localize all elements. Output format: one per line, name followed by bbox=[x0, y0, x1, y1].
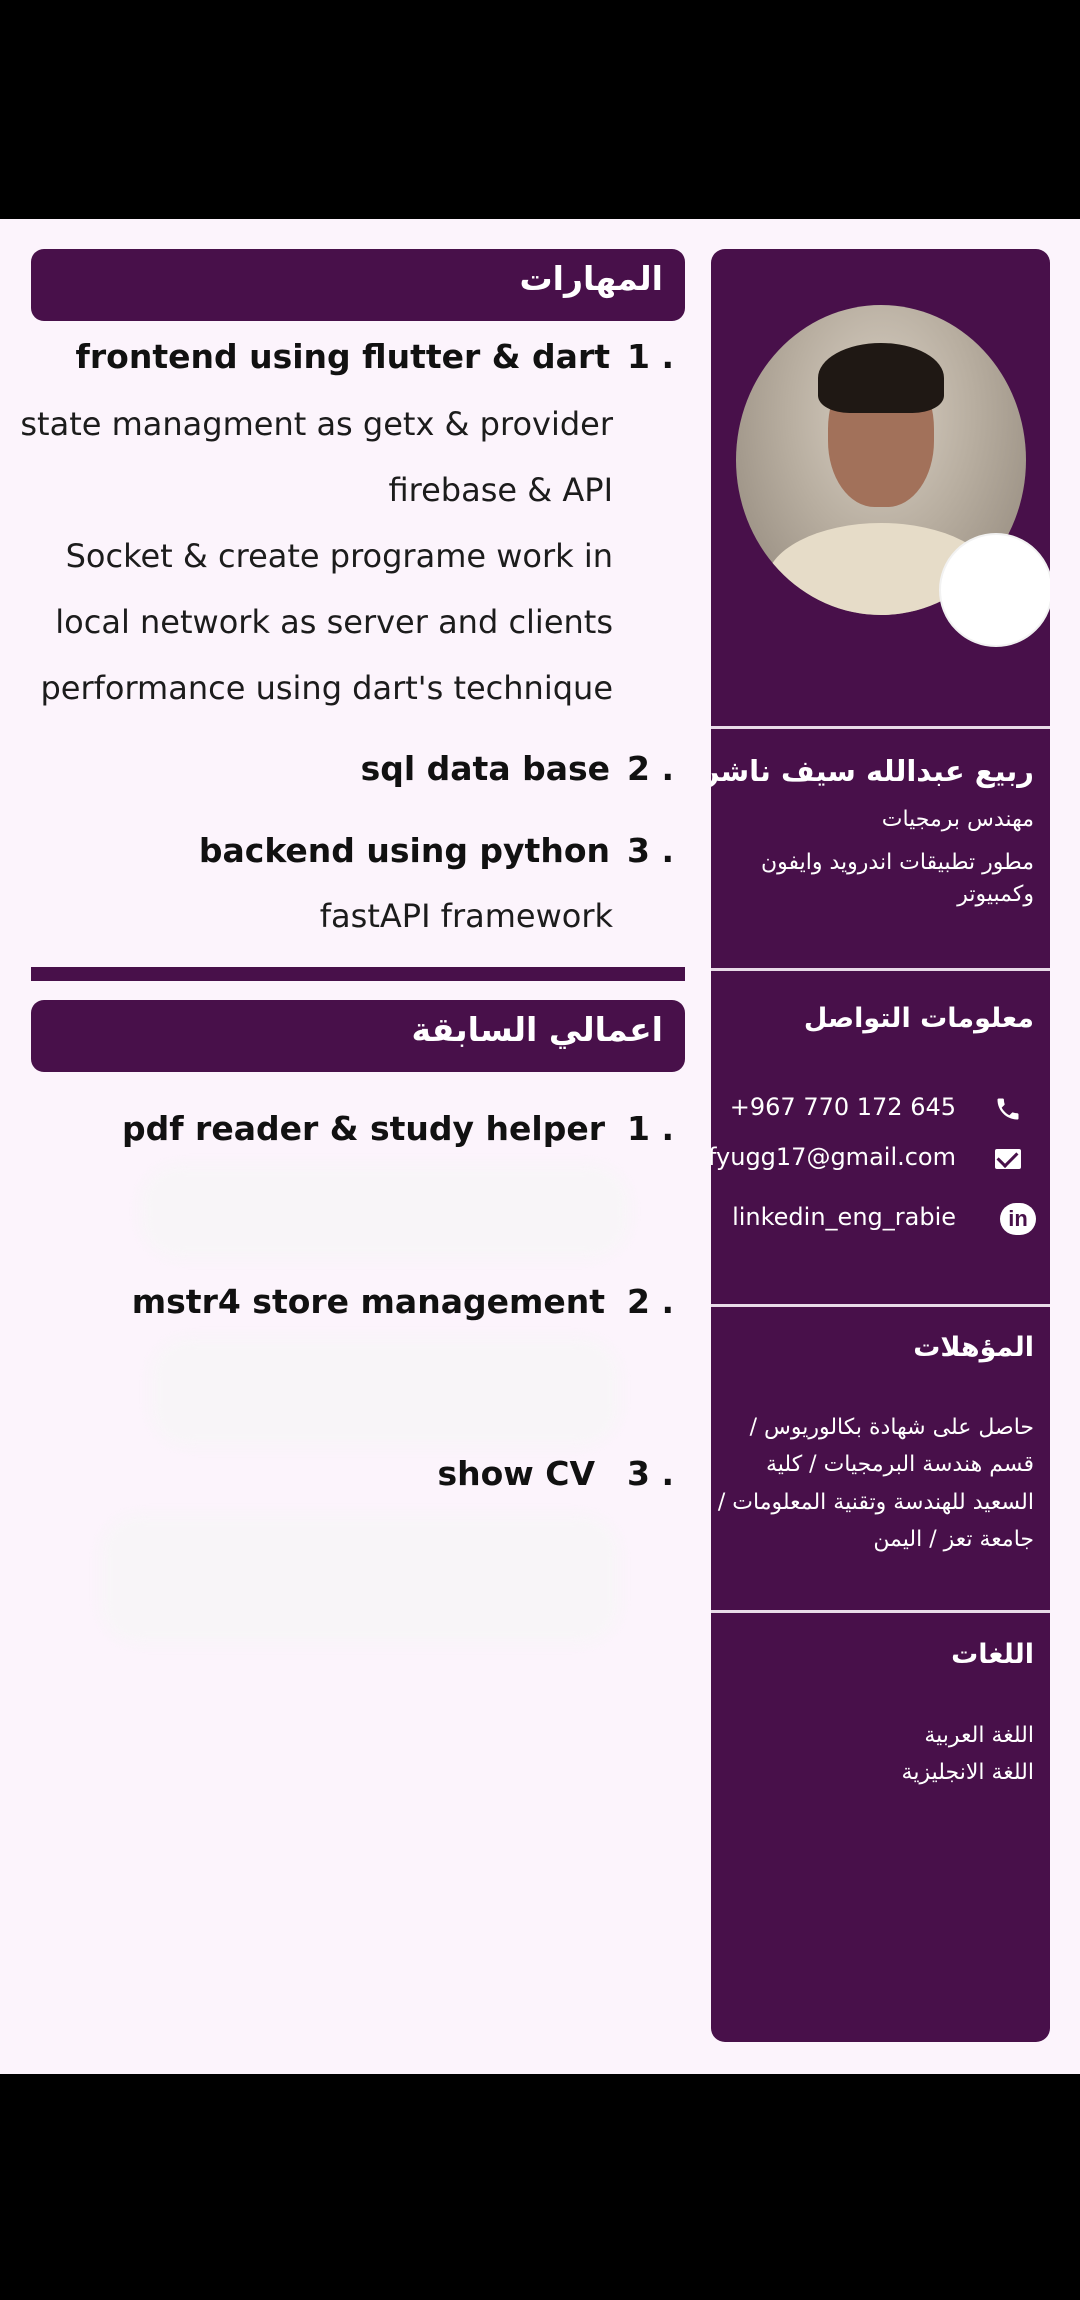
profile-title: مهندس برمجيات bbox=[881, 807, 1034, 832]
profile-sidebar: ربيع عبدالله سيف ناشر مهندس برمجيات مطور… bbox=[711, 249, 1050, 2042]
skill-detail: performance using dart's technique bbox=[40, 669, 613, 707]
skill-detail: fastAPI framework bbox=[319, 897, 613, 935]
sidebar-divider bbox=[711, 1304, 1050, 1307]
phone-icon bbox=[990, 1091, 1026, 1127]
linkedin-row[interactable]: linkedin_eng_rabie in bbox=[720, 1199, 1040, 1239]
linkedin-icon: in bbox=[1000, 1201, 1036, 1237]
sidebar-divider bbox=[711, 968, 1050, 971]
email-row[interactable]: fyugg17@gmail.com bbox=[711, 1139, 1040, 1179]
sidebar-divider bbox=[711, 1610, 1050, 1613]
project-number: 1 . bbox=[627, 1109, 674, 1148]
skill-title: backend using python bbox=[198, 831, 610, 870]
languages-list: اللغة العربية اللغة الانجليزية bbox=[714, 1717, 1034, 1792]
skill-number: 1 . bbox=[627, 337, 674, 376]
projects-header: اعمالي السابقة bbox=[31, 1000, 685, 1072]
skill-detail: firebase & API bbox=[388, 471, 614, 509]
project-preview-image[interactable] bbox=[140, 1164, 630, 1259]
email-text: fyugg17@gmail.com bbox=[711, 1143, 956, 1171]
profile-name: ربيع عبدالله سيف ناشر bbox=[711, 754, 1034, 788]
project-title[interactable]: mstr4 store management bbox=[131, 1282, 605, 1321]
skill-detail: local network as server and clients bbox=[55, 603, 613, 641]
skills-header: المهارات bbox=[31, 249, 685, 321]
project-number: 3 . bbox=[627, 1454, 674, 1493]
project-preview-image[interactable] bbox=[150, 1337, 620, 1447]
profile-description: مطور تطبيقات اندرويد وايفون وكمبيوتر bbox=[760, 850, 1034, 907]
skill-title: sql data base bbox=[360, 749, 610, 788]
qualifications-heading: المؤهلات bbox=[913, 1332, 1034, 1363]
skills-heading: المهارات bbox=[519, 259, 663, 298]
mail-icon bbox=[990, 1141, 1026, 1177]
phone-row[interactable]: +967 770 172 645 bbox=[720, 1089, 1040, 1129]
languages-heading: اللغات bbox=[951, 1639, 1034, 1670]
photo-edit-badge[interactable] bbox=[939, 533, 1050, 647]
cv-page: ربيع عبدالله سيف ناشر مهندس برمجيات مطور… bbox=[0, 219, 1080, 2074]
skill-number: 3 . bbox=[627, 831, 674, 870]
project-title[interactable]: show CV bbox=[437, 1454, 595, 1493]
project-number: 2 . bbox=[627, 1282, 674, 1321]
language-item: اللغة العربية bbox=[924, 1723, 1034, 1748]
project-preview-image[interactable] bbox=[100, 1514, 620, 1644]
skill-title: frontend using flutter & dart bbox=[75, 337, 610, 376]
section-separator bbox=[31, 967, 685, 981]
project-title[interactable]: pdf reader & study helper bbox=[121, 1109, 605, 1148]
sidebar-divider bbox=[711, 726, 1050, 729]
skill-detail: Socket & create programe work in bbox=[65, 537, 613, 575]
skill-detail: state managment as getx & provider bbox=[20, 405, 613, 443]
phone-text: +967 770 172 645 bbox=[729, 1093, 956, 1121]
linkedin-text: linkedin_eng_rabie bbox=[732, 1203, 956, 1231]
language-item: اللغة الانجليزية bbox=[901, 1760, 1034, 1786]
qualifications-text: حاصل على شهادة بكالوريوس / قسم هندسة الب… bbox=[717, 1415, 1034, 1553]
skill-number: 2 . bbox=[627, 749, 674, 788]
projects-heading: اعمالي السابقة bbox=[411, 1010, 663, 1049]
contact-heading: معلومات التواصل bbox=[803, 1003, 1034, 1034]
